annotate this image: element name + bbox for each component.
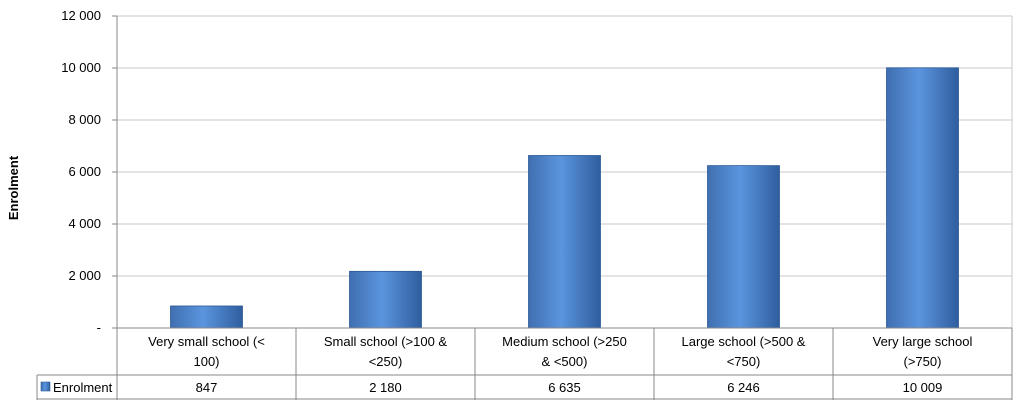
y-tick-label: 8 000 [68,112,101,127]
category-label: 100) [193,354,219,369]
category-label: <250) [369,354,403,369]
category-label: (>750) [904,354,942,369]
data-value-label: 847 [196,380,218,395]
data-value-label: 10 009 [903,380,943,395]
category-label: Very large school [873,334,973,349]
y-tick-label: 12 000 [61,8,101,23]
data-value-label: 6 635 [548,380,581,395]
legend-label: Enrolment [53,380,113,395]
y-axis-title: Enrolment [6,155,21,220]
category-label: Very small school (< [148,334,265,349]
bar [886,67,959,329]
bar [170,305,243,329]
category-label: <750) [727,354,761,369]
bar [349,270,422,329]
y-tick-label: 6 000 [68,164,101,179]
category-label: Small school (>100 & [324,334,448,349]
category-label: Medium school (>250 [502,334,627,349]
data-value-label: 6 246 [727,380,760,395]
y-tick-label: 10 000 [61,60,101,75]
y-tick-label: - [97,320,101,335]
category-label: & <500) [542,354,588,369]
legend-swatch [40,381,51,392]
bar [707,165,780,329]
data-value-label: 2 180 [369,380,402,395]
bar [528,155,601,329]
y-tick-label: 2 000 [68,268,101,283]
y-tick-label: 4 000 [68,216,101,231]
category-label: Large school (>500 & [682,334,806,349]
